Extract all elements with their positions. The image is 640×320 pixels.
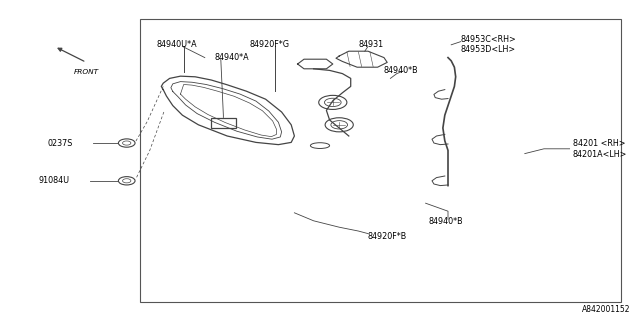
- Text: 84940*A: 84940*A: [214, 53, 249, 62]
- Text: 0237S: 0237S: [48, 140, 74, 148]
- Text: 91084U: 91084U: [38, 176, 70, 185]
- Bar: [211, 118, 236, 128]
- Text: 84201 <RH>: 84201 <RH>: [573, 140, 625, 148]
- Text: FRONT: FRONT: [74, 69, 99, 75]
- Text: 84940*B: 84940*B: [384, 66, 419, 75]
- Text: 84201A<LH>: 84201A<LH>: [573, 150, 627, 159]
- Text: 84940*B: 84940*B: [429, 217, 463, 226]
- Text: A842001152: A842001152: [582, 305, 630, 314]
- Text: 84920F*G: 84920F*G: [250, 40, 290, 49]
- Text: 84931: 84931: [358, 40, 383, 49]
- Bar: [140, 19, 621, 302]
- Text: 84940U*A: 84940U*A: [157, 40, 197, 49]
- Text: 84920F*B: 84920F*B: [368, 232, 407, 241]
- Text: 84953D<LH>: 84953D<LH>: [461, 45, 516, 54]
- Text: 84953C<RH>: 84953C<RH>: [461, 36, 516, 44]
